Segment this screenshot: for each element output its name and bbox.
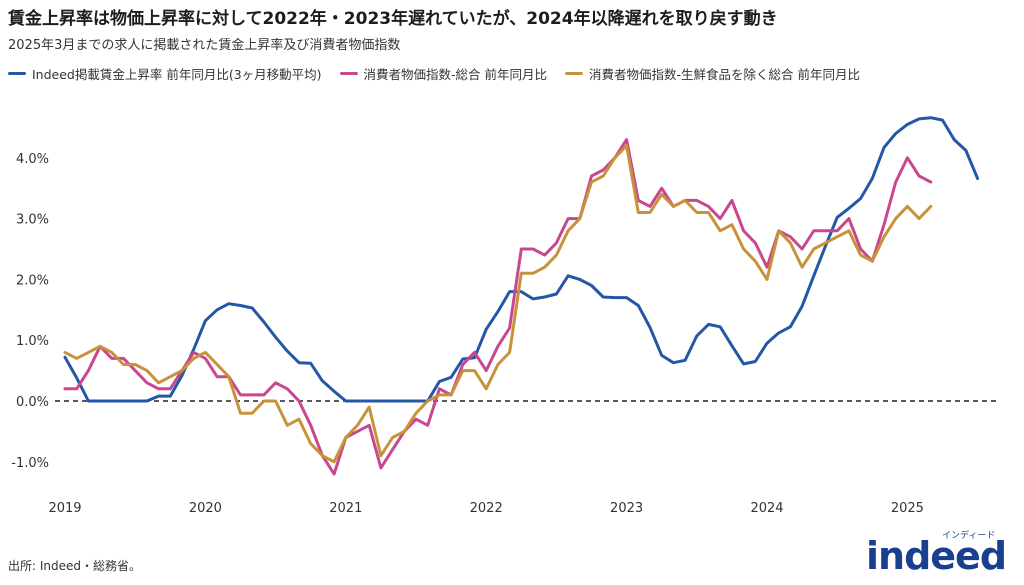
legend-swatch-core-cpi bbox=[565, 72, 584, 75]
series-line-2 bbox=[63, 144, 933, 464]
x-tick-label: 2020 bbox=[189, 501, 222, 516]
legend-swatch-cpi bbox=[339, 72, 358, 75]
x-tick-label: 2024 bbox=[750, 501, 783, 516]
y-tick-label: 4.0% bbox=[16, 152, 49, 167]
y-tick-label: 0.0% bbox=[16, 395, 49, 410]
legend-label-cpi: 消費者物価指数-総合 前年同月比 bbox=[363, 67, 548, 82]
x-tick-label: 2022 bbox=[470, 501, 503, 516]
y-tick-label: 2.0% bbox=[16, 273, 49, 288]
logo-kana: インディード bbox=[942, 531, 996, 541]
y-tick-label: -1.0% bbox=[11, 456, 49, 471]
legend-item-core-cpi: 消費者物価指数-生鮮食品を除く総合 前年同月比 bbox=[565, 64, 860, 83]
series-line-1 bbox=[63, 138, 933, 476]
y-tick-label: 3.0% bbox=[16, 213, 49, 228]
x-tick-label: 2023 bbox=[610, 501, 643, 516]
source-note: 出所: Indeed・総務省。 bbox=[8, 559, 142, 573]
x-tick-label: 2019 bbox=[48, 501, 81, 516]
series-line-0 bbox=[63, 116, 980, 403]
y-tick-label: 1.0% bbox=[16, 334, 49, 349]
legend-label-wages: Indeed掲載賃金上昇率 前年同月比(3ヶ月移動平均) bbox=[32, 67, 322, 82]
legend: Indeed掲載賃金上昇率 前年同月比(3ヶ月移動平均) 消費者物価指数-総合 … bbox=[8, 64, 860, 83]
legend-item-wages: Indeed掲載賃金上昇率 前年同月比(3ヶ月移動平均) bbox=[8, 64, 322, 83]
logo-wordmark: indeed bbox=[866, 534, 1007, 578]
indeed-logo: インディード indeed bbox=[866, 528, 1007, 580]
legend-item-cpi: 消費者物価指数-総合 前年同月比 bbox=[339, 64, 548, 83]
legend-swatch-wages bbox=[8, 72, 26, 75]
chart-subtitle: 2025年3月までの求人に掲載された賃金上昇率及び消費者物価指数 bbox=[8, 38, 401, 53]
x-tick-label: 2021 bbox=[329, 501, 362, 516]
chart-title: 賃金上昇率は物価上昇率に対して2022年・2023年遅れていたが、2024年以降… bbox=[8, 9, 778, 29]
legend-label-core-cpi: 消費者物価指数-生鮮食品を除く総合 前年同月比 bbox=[589, 67, 861, 82]
x-tick-label: 2025 bbox=[891, 501, 924, 516]
